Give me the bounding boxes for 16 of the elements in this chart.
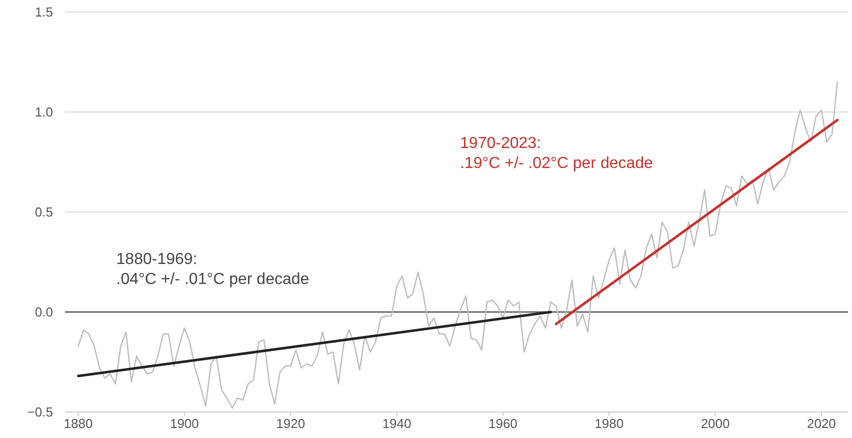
- x-tick-label: 1960: [488, 416, 518, 431]
- x-tick-label: 1980: [594, 416, 624, 431]
- y-tick-label: 0.0: [34, 304, 53, 320]
- x-tick-label: 2020: [806, 416, 836, 431]
- y-tick-label: 1.0: [34, 104, 53, 120]
- x-tick-label: 1900: [170, 416, 199, 431]
- line-series: [78, 81, 838, 409]
- y-tick-label: −0.5: [27, 404, 53, 420]
- annotation: 1880-1969: .04°C +/- .01°C per decade: [116, 251, 310, 288]
- y-tick-label: 1.5: [34, 4, 53, 20]
- y-tick-label: 0.5: [34, 204, 53, 220]
- x-tick-label: 2000: [700, 416, 730, 431]
- x-tick-label: 1880: [64, 416, 93, 431]
- x-tick-label: 1920: [276, 416, 306, 431]
- x-tick-label: 1940: [382, 416, 412, 431]
- annotation: 1970-2023: .19°C +/- .02°C per decade: [460, 135, 654, 172]
